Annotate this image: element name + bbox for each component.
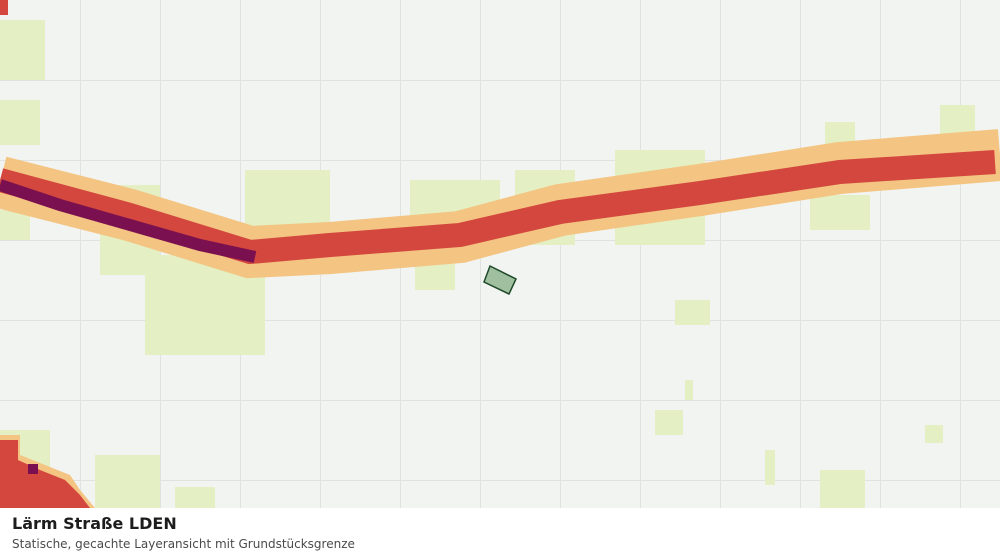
layer-title: Lärm Straße LDEN xyxy=(12,514,177,533)
layer-subtitle: Statische, gecachte Layeransicht mit Gru… xyxy=(12,537,355,551)
caption-panel: Lärm Straße LDEN Statische, gecachte Lay… xyxy=(0,508,1000,560)
noise-zone-southwest xyxy=(0,435,95,508)
noise-band xyxy=(0,0,1000,279)
parcel-boundary xyxy=(483,264,517,296)
